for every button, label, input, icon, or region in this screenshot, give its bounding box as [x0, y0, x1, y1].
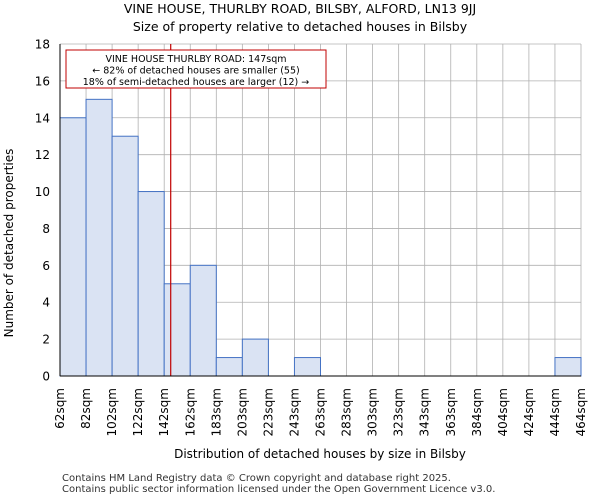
y-tick-label-2: 2	[42, 333, 50, 347]
x-tick-label-122sqm: 122sqm	[131, 388, 145, 436]
y-tick-label-16: 16	[35, 74, 50, 88]
x-tick-label-363sqm: 363sqm	[444, 388, 458, 436]
x-tick-label-243sqm: 243sqm	[287, 388, 301, 436]
footer-line-2: Contains public sector information licen…	[62, 484, 496, 495]
x-tick-label-183sqm: 183sqm	[209, 388, 223, 436]
x-tick-label-263sqm: 263sqm	[314, 388, 328, 436]
x-tick-label-82sqm: 82sqm	[79, 388, 93, 429]
chart-subtitle: Size of property relative to detached ho…	[132, 19, 468, 34]
x-tick-label-142sqm: 142sqm	[157, 388, 171, 436]
y-tick-label-4: 4	[42, 296, 50, 310]
x-tick-label-424sqm: 424sqm	[522, 388, 536, 436]
bar-142sqm	[163, 283, 191, 377]
axes: 0 2 4 6 8 10 12 14 16 18 62sqm 82sqm 102sqm 122sqm 142…	[35, 38, 588, 437]
x-tick-label-464sqm: 464sqm	[574, 388, 588, 436]
x-tick-label-223sqm: 223sqm	[261, 388, 275, 436]
y-tick-label-6: 6	[42, 259, 50, 273]
bar-82sqm	[85, 98, 113, 377]
bar-62sqm	[59, 117, 87, 377]
y-axis-label: Number of detached properties	[2, 149, 16, 338]
x-tick-label-303sqm: 303sqm	[366, 388, 380, 436]
x-axis-label: Distribution of detached houses by size …	[174, 447, 466, 461]
bars	[59, 98, 582, 377]
annotation: VINE HOUSE THURLBY ROAD: 147sqm← 82% of …	[65, 49, 327, 89]
annotation-box	[65, 49, 327, 89]
x-tick-label-283sqm: 283sqm	[340, 388, 354, 436]
annotation-line-2: ← 82% of detached houses are smaller (55…	[92, 66, 299, 77]
bar-183sqm	[215, 357, 243, 377]
x-tick-label-343sqm: 343sqm	[418, 388, 432, 436]
annotation-line-3: 18% of semi-detached houses are larger (…	[83, 77, 310, 88]
bar-243sqm	[293, 357, 322, 377]
footer-line-1: Contains HM Land Registry data © Crown c…	[62, 473, 451, 484]
x-tick-label-62sqm: 62sqm	[53, 388, 67, 429]
bar-203sqm	[241, 338, 269, 377]
y-tick-label-8: 8	[42, 222, 50, 236]
histogram-chart: 0 2 4 6 8 10 12 14 16 18 62sqm 82sqm 102sqm 122sqm 142…	[2, 38, 588, 462]
x-tick-label-384sqm: 384sqm	[470, 388, 484, 436]
y-tick-label-0: 0	[42, 370, 50, 384]
x-tick-label-323sqm: 323sqm	[392, 388, 406, 436]
y-tick-label-10: 10	[35, 185, 50, 199]
chart-title: VINE HOUSE, THURLBY ROAD, BILSBY, ALFORD…	[123, 1, 477, 16]
y-tick-label-18: 18	[35, 38, 50, 52]
bar-122sqm	[137, 191, 165, 377]
x-tick-label-102sqm: 102sqm	[105, 388, 119, 436]
x-tick-label-203sqm: 203sqm	[235, 388, 249, 436]
bar-102sqm	[111, 135, 139, 377]
x-tick-label-444sqm: 444sqm	[548, 388, 562, 436]
bar-162sqm	[189, 264, 217, 377]
y-tick-label-14: 14	[35, 111, 50, 125]
annotation-line-1: VINE HOUSE THURLBY ROAD: 147sqm	[106, 54, 287, 65]
x-tick-label-162sqm: 162sqm	[183, 388, 197, 436]
y-tick-label-12: 12	[35, 148, 50, 162]
bar-444sqm	[554, 357, 582, 377]
x-tick-label-404sqm: 404sqm	[496, 388, 510, 436]
